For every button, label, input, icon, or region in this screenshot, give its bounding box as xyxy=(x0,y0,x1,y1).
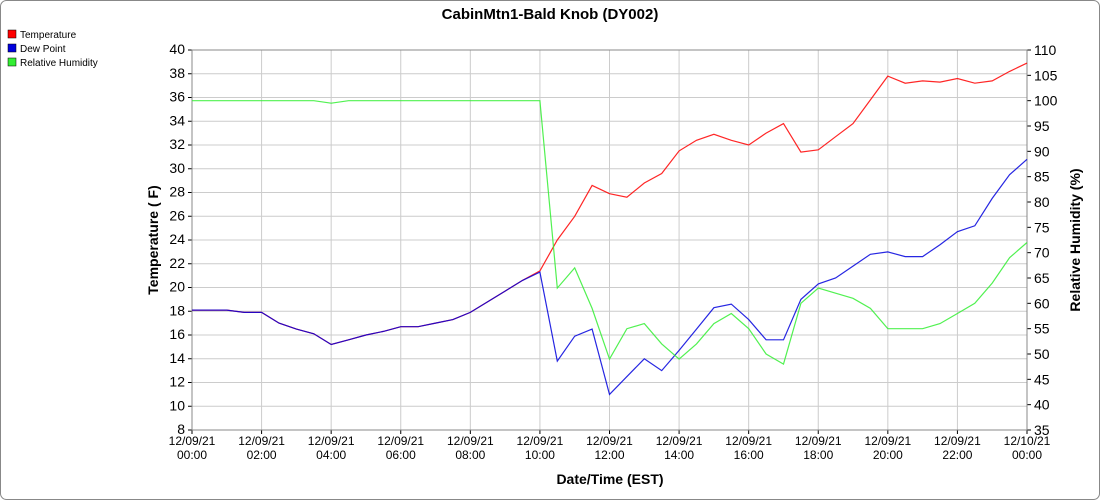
x-tick-label: 12/09/21 18:00 xyxy=(795,434,842,462)
y-tick-label: 30 xyxy=(169,160,185,176)
x-tick-label: 12/09/21 02:00 xyxy=(238,434,285,462)
y-tick-label: 26 xyxy=(169,207,185,223)
y2-tick-label: 75 xyxy=(1034,219,1050,235)
y2-tick-label: 100 xyxy=(1034,93,1058,109)
chart-title: CabinMtn1-Bald Knob (DY002) xyxy=(442,6,659,23)
x-tick-label: 12/09/21 00:00 xyxy=(169,434,216,462)
x-tick-label: 12/09/21 12:00 xyxy=(586,434,633,462)
series-line xyxy=(192,100,1028,366)
legend-label: Dew Point xyxy=(20,44,66,55)
plot-border xyxy=(191,49,1028,431)
x-tick-label: 12/09/21 06:00 xyxy=(377,434,424,462)
y2-tick-label: 50 xyxy=(1034,346,1050,362)
y2-tick-label: 90 xyxy=(1034,143,1050,159)
x-tick-label: 12/09/21 20:00 xyxy=(864,434,911,462)
y2-tick-label: 95 xyxy=(1034,118,1050,134)
y2-tick-label: 85 xyxy=(1034,169,1050,185)
y-tick-label: 32 xyxy=(169,136,185,152)
series-line xyxy=(192,158,1028,396)
legend-label: Temperature xyxy=(20,30,77,41)
y2-tick-label: 80 xyxy=(1034,194,1050,210)
y-tick-label: 24 xyxy=(169,231,185,247)
y-tick-label: 16 xyxy=(169,326,185,342)
y-tick-label: 20 xyxy=(169,279,185,295)
x-tick-label: 12/09/21 16:00 xyxy=(725,434,772,462)
x-tick-label: 12/09/21 08:00 xyxy=(447,434,494,462)
x-tick-label: 12/09/21 04:00 xyxy=(308,434,355,462)
y-tick-label: 22 xyxy=(169,255,185,271)
y-tick-label: 10 xyxy=(169,397,185,413)
y-tick-label: 14 xyxy=(169,350,185,366)
y2-tick-label: 110 xyxy=(1034,42,1057,58)
y-axis-label: Temperature ( F) xyxy=(145,185,161,294)
legend-swatch xyxy=(7,57,17,67)
y-tick-label: 8 xyxy=(177,421,185,437)
y-tick-label: 18 xyxy=(169,302,185,318)
x-tick-label: 12/09/21 10:00 xyxy=(517,434,564,462)
x-tick-label: 12/09/21 22:00 xyxy=(934,434,981,462)
y-tick-label: 40 xyxy=(169,41,185,57)
y2-tick-label: 70 xyxy=(1034,245,1050,261)
legend-label: Relative Humidity xyxy=(20,58,98,69)
y-tick-label: 28 xyxy=(169,184,185,200)
y2-tick-label: 65 xyxy=(1034,270,1050,286)
y-tick-label: 34 xyxy=(169,112,185,128)
y2-tick-label: 55 xyxy=(1034,321,1050,337)
y2-tick-label: 40 xyxy=(1034,397,1050,413)
x-tick-label: 12/10/21 00:00 xyxy=(1004,434,1051,462)
y-tick-label: 36 xyxy=(169,89,185,105)
y2-tick-label: 60 xyxy=(1034,295,1050,311)
y2-tick-label: 45 xyxy=(1034,371,1050,387)
legend-swatch xyxy=(7,43,17,53)
legend-swatch xyxy=(7,29,17,39)
x-tick-label: 12/09/21 14:00 xyxy=(656,434,703,462)
y2-axis-label: Relative Humidity (%) xyxy=(1067,168,1083,311)
x-axis-label: Date/Time (EST) xyxy=(556,471,663,487)
y2-tick-label: 105 xyxy=(1034,67,1058,83)
y2-tick-label: 35 xyxy=(1034,422,1050,438)
y-tick-label: 12 xyxy=(169,374,185,390)
y-tick-label: 38 xyxy=(169,65,185,81)
